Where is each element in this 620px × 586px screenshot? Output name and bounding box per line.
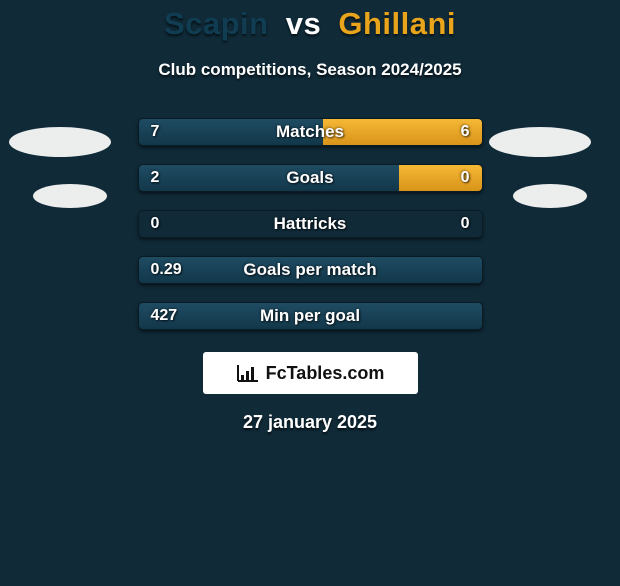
bar-fill-left [139,165,400,191]
bar-label: Goals [286,168,333,188]
bar-value-left: 2 [151,169,160,187]
photo-placeholder-ellipse [489,127,591,157]
vs-text: vs [286,6,321,41]
bar-row: Goals 2 0 [138,164,483,192]
source-badge: FcTables.com [203,352,418,394]
bar-label: Matches [276,122,344,142]
bar-label: Hattricks [274,214,347,234]
bar-value-left: 0 [151,215,160,233]
page-title: Scapin vs Ghillani [0,6,620,42]
bar-row: Hattricks 0 0 [138,210,483,238]
bar-value-right: 6 [461,123,470,141]
player2-name: Ghillani [338,6,456,41]
date-text: 27 january 2025 [0,412,620,433]
photo-placeholder-ellipse [33,184,107,208]
bar-value-right: 0 [461,215,470,233]
fctables-icon [236,363,260,383]
bar-fill-right [323,119,481,145]
bar-value-left: 0.29 [151,261,182,279]
subtitle: Club competitions, Season 2024/2025 [0,60,620,80]
bar-value-left: 427 [151,307,178,325]
bar-value-right: 0 [461,169,470,187]
photo-placeholder-ellipse [513,184,587,208]
badge-text: FcTables.com [266,363,385,384]
bar-row: Goals per match 0.29 [138,256,483,284]
player1-name: Scapin [164,6,269,41]
bar-label: Goals per match [243,260,376,280]
comparison-chart: Matches 7 6 Goals 2 0 Hattricks 0 0 Goals per mat… [138,118,483,330]
bar-row: Matches 7 6 [138,118,483,146]
bar-label: Min per goal [260,306,360,326]
bar-value-left: 7 [151,123,160,141]
bar-row: Min per goal 427 [138,302,483,330]
photo-placeholder-ellipse [9,127,111,157]
